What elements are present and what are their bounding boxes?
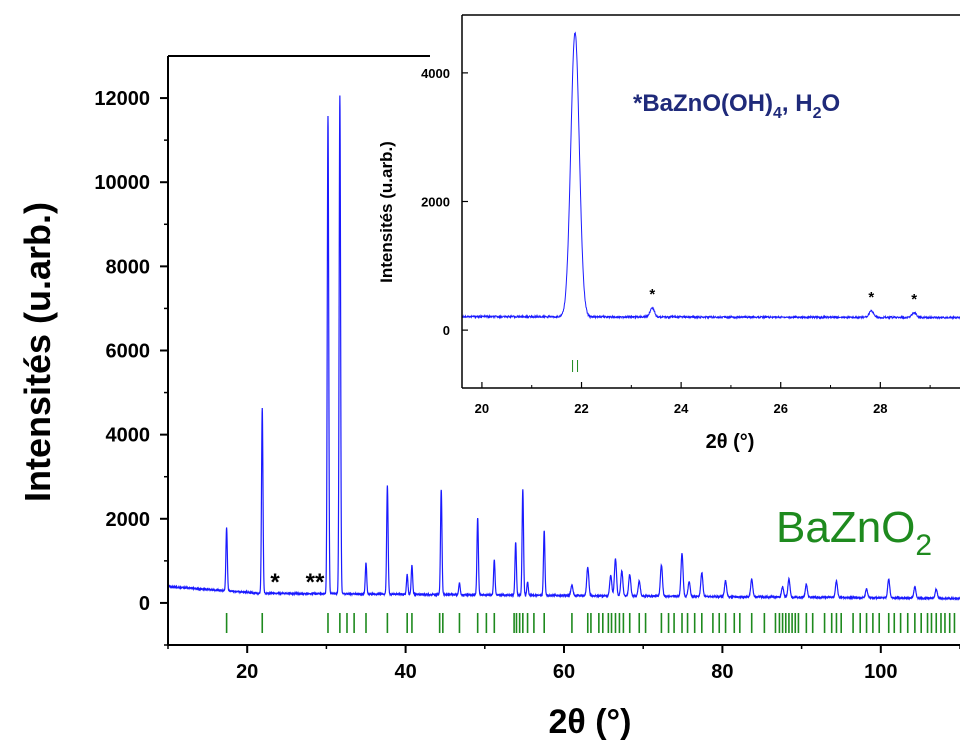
main-labels: Intensités (u.arb.) 2θ (°) BaZnO2 * ** bbox=[17, 202, 932, 741]
inset-labels: Intensités (u.arb.) 2θ (°) *BaZnO(OH)4, … bbox=[377, 90, 840, 453]
main-y-tick-label: 2000 bbox=[106, 509, 151, 531]
main-x-axis-label: 2θ (°) bbox=[549, 703, 632, 741]
inset-x-tick-label: 24 bbox=[674, 401, 689, 416]
main-x-tick-label: 40 bbox=[394, 661, 416, 683]
main-x-tick-label: 60 bbox=[553, 661, 575, 683]
main-y-tick-label: 12000 bbox=[94, 88, 150, 110]
phase-label: BaZnO2 bbox=[776, 503, 932, 562]
main-x-tick-label: 20 bbox=[236, 661, 258, 683]
main-y-tick-label: 4000 bbox=[106, 425, 151, 447]
main-x-tick-label: 100 bbox=[864, 661, 897, 683]
inset-annotation-sub-2: 2 bbox=[813, 105, 822, 122]
inset-y-tick-label: 4000 bbox=[421, 66, 450, 81]
main-y-tick-label: 0 bbox=[139, 593, 150, 615]
inset-x-tick-label: 26 bbox=[773, 401, 787, 416]
inset-annotation-mid: , H bbox=[782, 90, 813, 117]
inset-annotation-main: *BaZnO(OH) bbox=[633, 90, 773, 117]
inset-plot-area: * * * bbox=[461, 31, 960, 372]
inset-x-tick-label: 20 bbox=[475, 401, 489, 416]
inset-x-tick-label: 22 bbox=[574, 401, 588, 416]
inset-x-tick-label: 28 bbox=[873, 401, 887, 416]
inset-annotation: *BaZnO(OH)4, H2O bbox=[633, 90, 840, 122]
inset-pattern-line bbox=[461, 31, 960, 321]
phase-label-subscript: 2 bbox=[915, 529, 932, 562]
main-y-axis-label: Intensités (u.arb.) bbox=[17, 202, 58, 502]
inset-impurity-mark: * bbox=[911, 291, 917, 308]
inset-impurity-mark: * bbox=[649, 286, 655, 303]
inset-x-axis-label: 2θ (°) bbox=[706, 431, 755, 453]
inset-impurity-mark: * bbox=[868, 289, 874, 306]
inset-annotation-sub-1: 4 bbox=[773, 105, 782, 122]
main-y-tick-label: 6000 bbox=[106, 341, 151, 363]
main-y-tick-label: 10000 bbox=[94, 172, 150, 194]
inset-background bbox=[462, 15, 960, 388]
phase-label-main: BaZnO bbox=[776, 503, 915, 552]
inset-y-axis-label: Intensités (u.arb.) bbox=[377, 141, 396, 283]
impurity-marker-double: ** bbox=[306, 569, 325, 596]
main-x-tick-label: 80 bbox=[711, 661, 733, 683]
impurity-marker-single: * bbox=[270, 569, 280, 596]
main-pattern-line bbox=[167, 95, 960, 601]
main-y-tick-label: 8000 bbox=[106, 256, 151, 278]
inset-y-tick-label: 2000 bbox=[421, 195, 450, 210]
inset-y-tick-label: 0 bbox=[443, 323, 450, 338]
inset-annotation-tail: O bbox=[821, 90, 840, 117]
main-plot-area bbox=[167, 95, 960, 633]
